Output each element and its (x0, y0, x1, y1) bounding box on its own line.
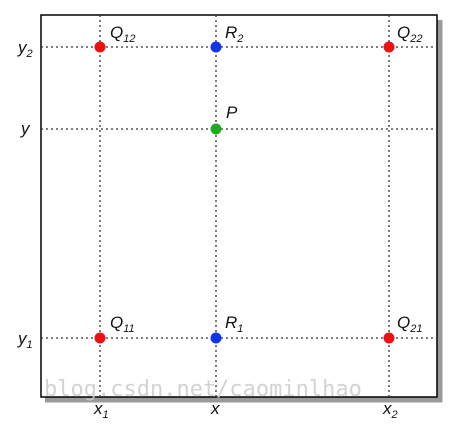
frame-shadow (45, 20, 443, 403)
axis-label-x1: x1 (93, 399, 109, 421)
grid-lines (41, 15, 437, 397)
point-r1 (210, 332, 222, 344)
label-r1: R1 (225, 313, 243, 335)
label-p: P (226, 103, 238, 122)
axis-label-y2: y2 (17, 38, 33, 60)
point-q21 (383, 332, 395, 344)
point-r2 (210, 41, 222, 53)
points (94, 41, 395, 344)
axis-label-y: y (20, 119, 31, 138)
x-axis-labels: x1 x x2 (93, 399, 398, 421)
label-r2: R2 (225, 23, 243, 45)
point-q22 (383, 41, 395, 53)
label-q21: Q21 (397, 313, 422, 335)
axis-label-y1: y1 (17, 329, 33, 351)
label-q11: Q11 (110, 313, 135, 335)
label-q22: Q22 (397, 23, 422, 45)
plot-frame (40, 14, 438, 398)
point-labels: Q12 R2 Q22 P Q11 R1 Q21 (110, 23, 422, 335)
point-p (210, 123, 222, 135)
axis-label-x: x (210, 399, 220, 418)
watermark-text: blog.csdn.net/caominlhao (44, 377, 362, 402)
point-q11 (94, 332, 106, 344)
label-q12: Q12 (110, 23, 135, 45)
y-axis-labels: y2 y y1 (17, 38, 33, 351)
point-q12 (94, 41, 106, 53)
axis-label-x2: x2 (382, 399, 398, 421)
